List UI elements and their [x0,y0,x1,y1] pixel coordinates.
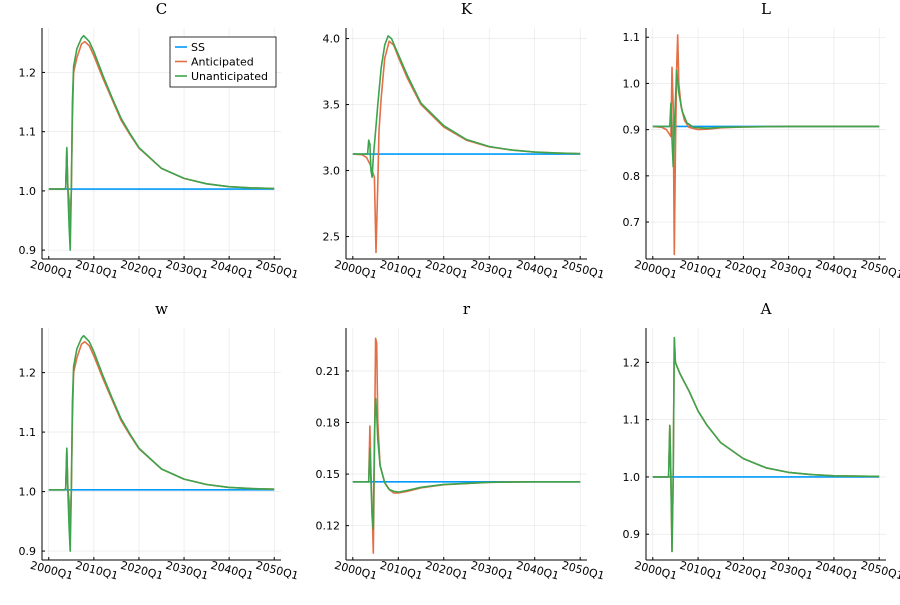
x-tick-label: 2010Q1 [378,559,424,583]
x-tick-label: 2000Q1 [633,258,679,282]
y-tick-label: 1.2 [623,356,641,369]
y-tick-label: 1.2 [19,367,37,380]
x-tick-label: 2050Q1 [560,559,606,583]
x-tick-label: 2010Q1 [378,258,424,282]
x-tick-label: 2020Q1 [119,258,165,282]
y-tick-label: 4.0 [323,33,341,46]
x-tick-label: 2040Q1 [209,258,255,282]
x-tick-label: 2010Q1 [74,559,120,583]
x-tick-label: 2000Q1 [29,258,75,282]
y-tick-label: 1.0 [19,486,37,499]
y-tick-label: 1.0 [623,77,641,90]
x-tick-label: 2030Q1 [769,258,815,282]
x-tick-label: 2050Q1 [560,258,606,282]
y-tick-label: 1.1 [623,414,641,427]
x-tick-label: 2020Q1 [723,258,769,282]
panel-title: r [463,300,471,318]
x-tick-label: 2010Q1 [678,559,724,583]
x-tick-label: 2020Q1 [119,559,165,583]
y-tick-label: 0.12 [316,520,341,533]
x-tick-label: 2050Q1 [254,559,300,583]
series-line-anticipated [653,35,879,255]
x-tick-label: 2040Q1 [814,258,860,282]
y-tick-label: 0.9 [19,545,37,558]
x-tick-label: 2040Q1 [209,559,255,583]
y-tick-label: 1.1 [19,426,37,439]
x-tick-label: 2030Q1 [469,559,515,583]
x-tick-label: 2050Q1 [859,559,900,583]
series-line-unanticipated [653,71,879,167]
x-tick-label: 2030Q1 [469,258,515,282]
y-tick-label: 0.8 [623,170,641,183]
y-tick-label: 0.18 [316,417,341,430]
panel-title: K [461,0,473,18]
x-tick-label: 2030Q1 [164,258,210,282]
panel-title: C [156,0,167,18]
series-line-unanticipated [49,336,274,551]
x-tick-label: 2000Q1 [333,258,379,282]
x-tick-label: 2020Q1 [723,559,769,583]
x-tick-label: 2040Q1 [515,258,561,282]
series-line-unanticipated [353,36,580,177]
y-tick-label: 1.2 [19,66,37,79]
y-tick-label: 1.0 [19,185,37,198]
series-line-anticipated [353,41,580,252]
legend-entry: Unanticipated [191,70,268,83]
panel-title: w [155,300,168,318]
y-tick-label: 0.7 [623,216,641,229]
x-tick-label: 2010Q1 [74,258,120,282]
x-tick-label: 2010Q1 [678,258,724,282]
legend-entry: Anticipated [191,56,254,69]
series-line-unanticipated [653,338,879,552]
panel-title: L [761,0,771,18]
x-tick-label: 2000Q1 [633,559,679,583]
y-tick-label: 0.15 [316,468,341,481]
x-tick-label: 2030Q1 [164,559,210,583]
y-tick-label: 1.1 [19,126,37,139]
y-tick-label: 0.9 [623,124,641,137]
y-tick-label: 2.5 [323,231,341,244]
y-tick-label: 0.21 [316,365,341,378]
x-tick-label: 2040Q1 [515,559,561,583]
legend-entry: SS [191,41,205,54]
series-line-anticipated [353,338,580,553]
series-line-anticipated [49,342,274,525]
y-tick-label: 3.5 [323,99,341,112]
x-tick-label: 2000Q1 [29,559,75,583]
x-tick-label: 2040Q1 [814,559,860,583]
x-tick-label: 2030Q1 [769,559,815,583]
x-tick-label: 2050Q1 [254,258,300,282]
y-tick-label: 0.9 [19,244,37,257]
series-line-unanticipated [353,399,580,530]
series-line-anticipated [653,338,879,552]
y-tick-label: 1.0 [623,471,641,484]
y-tick-label: 1.1 [623,31,641,44]
y-tick-label: 0.9 [623,528,641,541]
x-tick-label: 2020Q1 [424,258,470,282]
x-tick-label: 2050Q1 [859,258,900,282]
x-tick-label: 2020Q1 [424,559,470,583]
panel-title: A [760,300,772,318]
y-tick-label: 3.0 [323,165,341,178]
x-tick-label: 2000Q1 [333,559,379,583]
